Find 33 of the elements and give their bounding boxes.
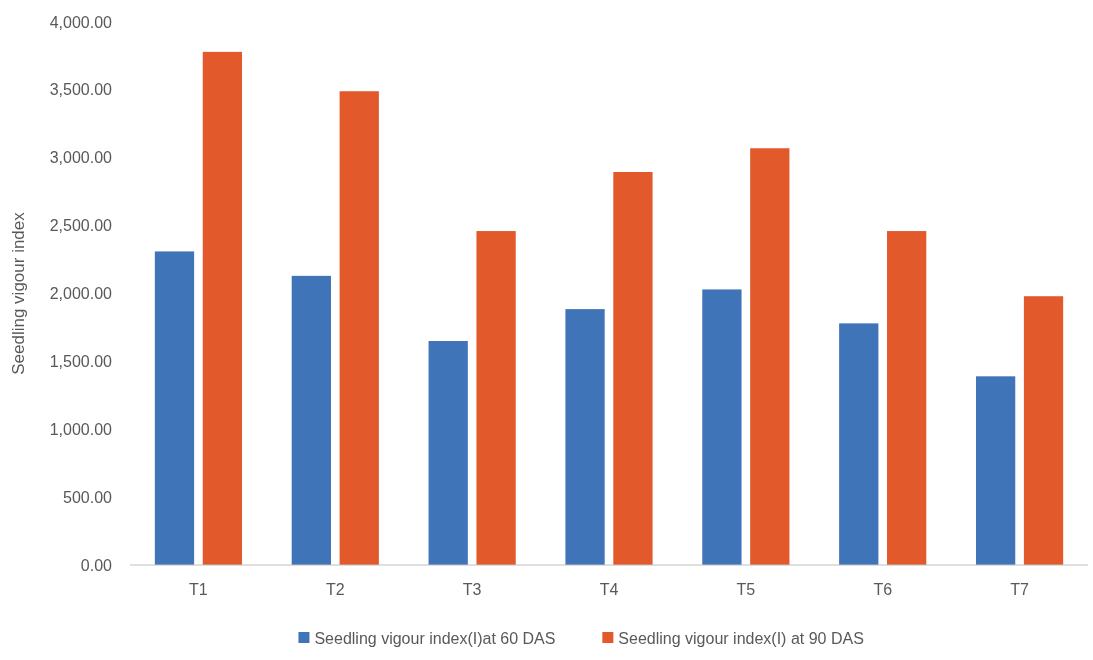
bar [154,251,195,565]
bar [750,148,790,565]
y-tick-label: 1,500.00 [49,352,113,370]
bar [975,376,1016,565]
bar [202,51,243,565]
y-tick-label: 500.00 [63,488,113,506]
bar [1023,296,1064,565]
bar [702,289,742,565]
bar [839,323,879,565]
bar [887,231,927,565]
bar [291,275,331,565]
x-tick-label: T4 [599,581,619,598]
y-tick-label: 2,000.00 [49,285,113,303]
x-tick-label: T3 [462,581,482,598]
x-tick-label: T5 [736,581,756,598]
x-tick-label: T6 [873,581,893,598]
x-tick-label: T2 [325,581,345,598]
y-tick-label: 2,500.00 [49,217,113,235]
y-tick-label: 3,000.00 [49,149,113,167]
bar [565,309,605,565]
x-tick-label: T7 [1010,581,1030,598]
y-tick-label: 3,500.00 [49,81,113,99]
bar [613,172,653,565]
x-tick-label: T1 [189,581,208,598]
bar [339,91,379,565]
bar [428,341,468,565]
legend-label: Seedling vigour index(I) at 90 DAS [618,629,864,647]
legend-label: Seedling vigour index(I)at 60 DAS [314,629,556,647]
bar [476,231,516,565]
y-tick-label: 0.00 [80,556,113,574]
y-tick-label: 4,000.00 [49,13,113,31]
y-tick-label: 1,000.00 [49,420,113,438]
y-axis-title: Seedling vigour index [9,211,28,375]
